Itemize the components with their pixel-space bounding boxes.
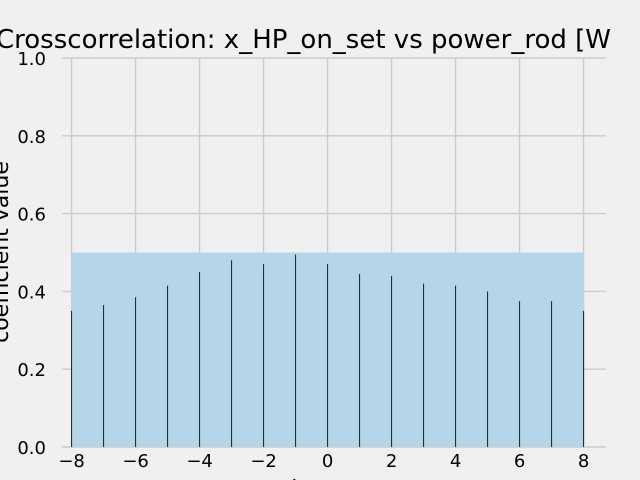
chart-title: Crosscorrelation: x_HP_on_set vs power_r… (0, 25, 611, 55)
x-axis-label: lag (291, 477, 325, 480)
y-tick-label: 0.4 (17, 282, 46, 303)
y-tick-label: 0.0 (17, 438, 46, 459)
x-tick-label: −6 (122, 451, 149, 472)
x-tick-label: 4 (450, 451, 461, 472)
y-axis-label: coefficient value (0, 161, 14, 343)
y-tick-label: 0.2 (17, 360, 46, 381)
x-tick-label: 6 (514, 451, 525, 472)
x-tick-label: 8 (578, 451, 589, 472)
y-tick-label: 0.6 (17, 205, 46, 226)
x-tick-label: −4 (186, 451, 213, 472)
y-tick-label: 0.8 (17, 127, 46, 148)
x-tick-label: 2 (386, 451, 397, 472)
x-tick-label: −8 (58, 451, 85, 472)
x-tick-label: −2 (250, 451, 277, 472)
bars (71, 254, 585, 447)
y-tick-label: 1.0 (17, 49, 46, 70)
x-tick-labels: −8 −6 −4 −2 0 2 4 6 8 (58, 451, 589, 472)
x-tick-label: 0 (322, 451, 333, 472)
y-tick-labels: 0.0 0.2 0.4 0.6 0.8 1.0 (17, 49, 46, 459)
